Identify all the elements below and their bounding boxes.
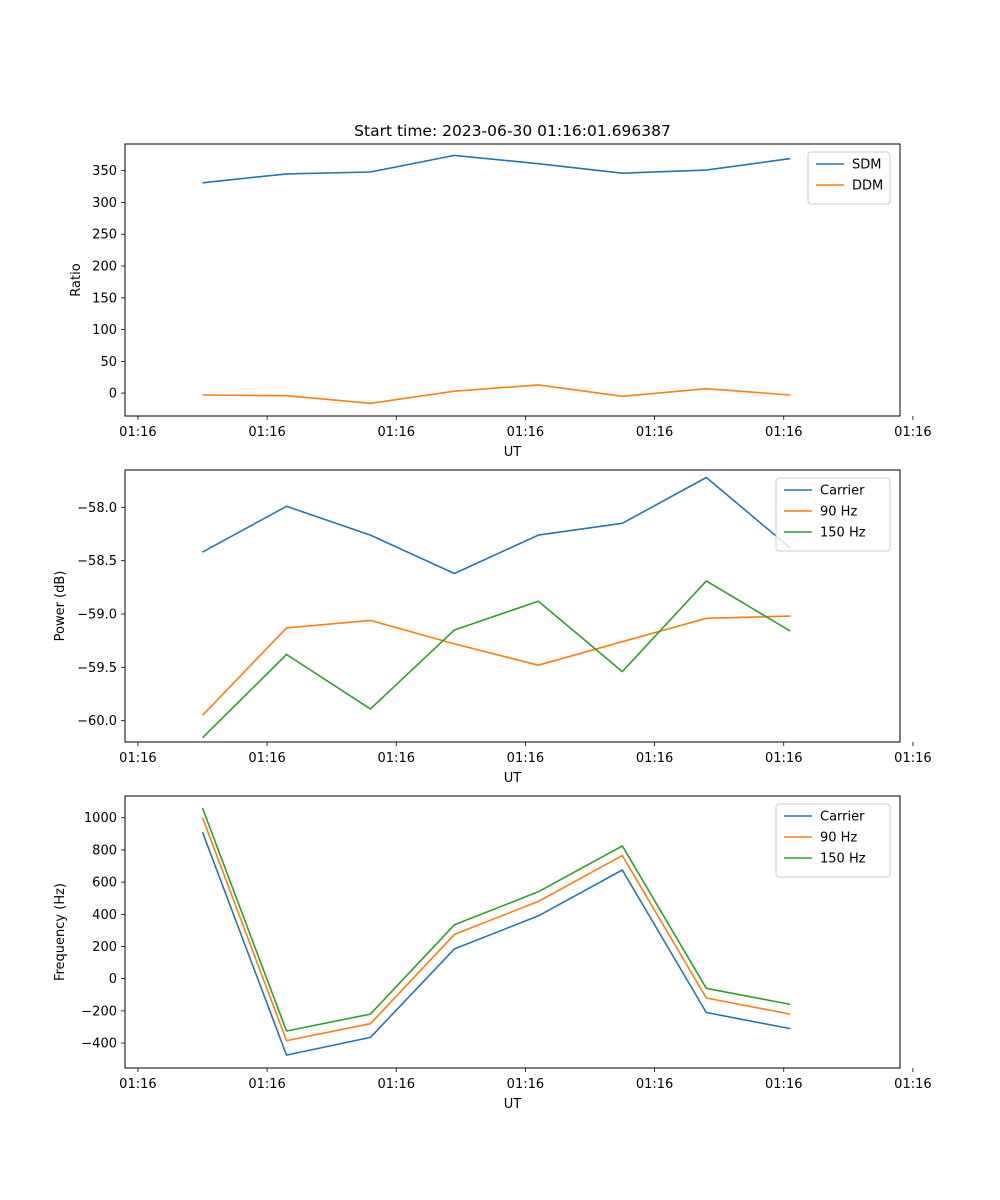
x-tick-label: 01:16 — [507, 1077, 544, 1092]
x-axis-label: UT — [504, 445, 522, 460]
x-axis-label: UT — [504, 1097, 522, 1112]
y-tick-label: 150 — [92, 291, 117, 306]
y-tick-label: 100 — [92, 323, 117, 338]
legend-entry-label: DDM — [852, 179, 883, 194]
x-tick-label: 01:16 — [765, 1077, 802, 1092]
y-tick-label: 800 — [92, 843, 117, 858]
series-line-90-hz — [201, 817, 791, 1042]
y-tick-label: −58.0 — [77, 501, 117, 516]
x-tick-label: 01:16 — [248, 1077, 285, 1092]
x-tick-label: 01:16 — [119, 1077, 156, 1092]
y-tick-label: 50 — [100, 355, 117, 370]
series-line-90-hz — [201, 615, 791, 716]
legend-box — [807, 151, 891, 205]
y-tick-label: 1000 — [84, 811, 117, 826]
x-tick-label: 01:16 — [636, 425, 673, 440]
x-tick-label: 01:16 — [378, 425, 415, 440]
x-tick-label: 01:16 — [636, 751, 673, 766]
series-line-150-hz — [201, 580, 791, 739]
x-tick-label: 01:16 — [378, 1077, 415, 1092]
legend-entry-label: 150 Hz — [820, 852, 866, 867]
y-tick-label: 600 — [92, 876, 117, 891]
y-tick-label: 0 — [109, 972, 117, 987]
y-axis-label: Ratio — [69, 263, 84, 296]
series-line-sdm — [202, 154, 791, 184]
legend: SDM DDM — [807, 151, 891, 205]
legend-entry-label: Carrier — [820, 484, 865, 499]
x-tick-label: 01:16 — [248, 425, 285, 440]
x-tick-label: 01:16 — [894, 1077, 931, 1092]
y-tick-label: 350 — [92, 164, 117, 179]
x-tick-label: 01:16 — [894, 751, 931, 766]
chart-title: Start time: 2023-06-30 01:16:01.696387 — [354, 122, 671, 140]
legend-entry-label: 90 Hz — [820, 505, 857, 520]
series-line-ddm — [202, 384, 791, 405]
x-axis-label: UT — [504, 771, 522, 786]
x-tick-label: 01:16 — [765, 751, 802, 766]
y-tick-label: 200 — [92, 940, 117, 955]
y-tick-label: −60.0 — [77, 714, 117, 729]
series-line-carrier — [202, 476, 791, 575]
y-tick-label: 250 — [92, 228, 117, 243]
y-tick-label: −59.5 — [77, 661, 117, 676]
x-tick-label: 01:16 — [636, 1077, 673, 1092]
y-tick-label: 300 — [92, 196, 117, 211]
legend-entry-label: Carrier — [820, 810, 865, 825]
subplot-3: 01:1601:1601:1601:1601:1601:1601:1601:17… — [53, 795, 932, 1112]
legend: Carrier 90 Hz 150 Hz — [775, 803, 891, 878]
legend-entry-label: SDM — [852, 158, 881, 173]
x-tick-label: 01:16 — [119, 425, 156, 440]
axes-frame — [124, 795, 901, 1069]
x-tick-label: 01:16 — [507, 425, 544, 440]
axes-frame — [124, 469, 901, 743]
series-line-carrier — [201, 831, 791, 1056]
x-tick-label: 01:16 — [248, 751, 285, 766]
y-axis-label: Power (dB) — [53, 571, 68, 642]
y-tick-label: −200 — [81, 1004, 117, 1019]
legend: Carrier 90 Hz 150 Hz — [775, 477, 891, 552]
subplot-1: Start time: 2023-06-30 01:16:01.69638701… — [69, 122, 932, 460]
x-tick-label: 01:16 — [765, 425, 802, 440]
subplot-2: 01:1601:1601:1601:1601:1601:1601:1601:17… — [53, 469, 932, 786]
y-tick-label: −58.5 — [77, 554, 117, 569]
axes-frame — [124, 143, 901, 417]
x-tick-label: 01:16 — [119, 751, 156, 766]
y-tick-label: −59.0 — [77, 608, 117, 623]
y-tick-label: −400 — [81, 1037, 117, 1052]
x-tick-label: 01:16 — [507, 751, 544, 766]
x-tick-label: 01:16 — [378, 751, 415, 766]
y-tick-label: 200 — [92, 260, 117, 275]
legend-entry-label: 150 Hz — [820, 526, 866, 541]
y-tick-label: 400 — [92, 908, 117, 923]
x-tick-label: 01:16 — [894, 425, 931, 440]
y-axis-label: Frequency (Hz) — [53, 883, 68, 981]
series-line-150-hz — [201, 807, 791, 1032]
legend-entry-label: 90 Hz — [820, 831, 857, 846]
y-tick-label: 0 — [109, 387, 117, 402]
